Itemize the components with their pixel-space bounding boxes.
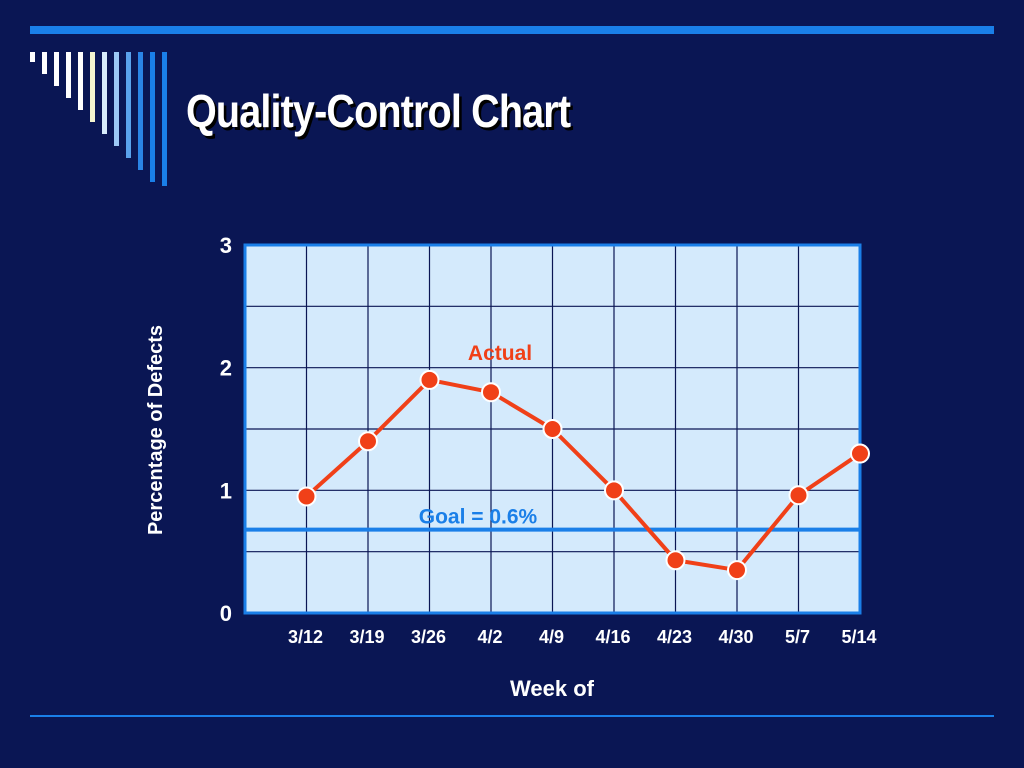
slide-title: Quality-Control Chart	[186, 85, 571, 137]
data-point	[542, 419, 563, 439]
x-tick-label: 4/16	[595, 627, 630, 647]
data-point	[788, 485, 809, 506]
data-point	[727, 560, 747, 581]
x-tick-label: 3/12	[288, 627, 323, 647]
data-point	[358, 431, 378, 452]
goal-label: Goal = 0.6%	[419, 506, 538, 529]
data-point	[604, 480, 624, 501]
x-tick-label: 4/30	[718, 627, 753, 647]
y-tick-label: 3	[220, 233, 232, 258]
series-line-actual	[305, 377, 862, 573]
x-tick-label: 3/26	[411, 627, 446, 647]
data-point	[850, 443, 870, 464]
y-axis-label: Percentage of Defects	[145, 325, 167, 535]
decorative-bars	[30, 52, 167, 186]
x-axis-label: Week of	[510, 676, 595, 701]
x-tick-label: 4/2	[477, 627, 502, 647]
x-tick-label: 5/7	[785, 627, 810, 647]
data-point	[481, 382, 501, 403]
data-point	[665, 550, 686, 571]
bottom-rule	[30, 715, 994, 717]
series-label-actual: Actual	[468, 342, 532, 365]
x-tick-label: 4/23	[657, 627, 692, 647]
y-tick-label: 1	[220, 478, 232, 503]
x-tick-label: 5/14	[841, 627, 876, 647]
data-point	[296, 486, 317, 507]
top-rule	[30, 26, 994, 34]
x-tick-label: 3/19	[349, 627, 384, 647]
y-tick-label: 0	[220, 601, 232, 626]
data-point	[419, 369, 440, 390]
plot-border	[243, 243, 862, 615]
x-tick-label: 4/9	[539, 627, 564, 647]
y-tick-label: 2	[220, 356, 232, 381]
